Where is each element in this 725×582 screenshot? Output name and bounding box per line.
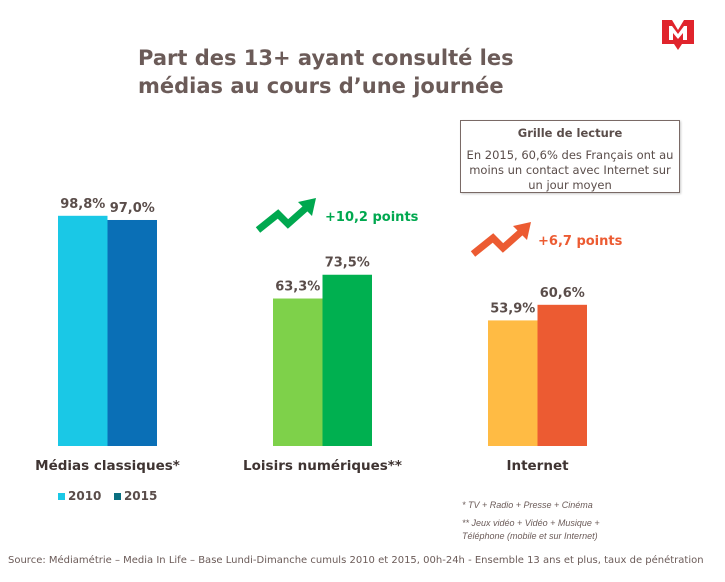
legend-swatch-2015 — [113, 493, 121, 500]
category-label: Internet — [506, 458, 569, 474]
footnote-2a: ** Jeux vidéo + Vidéo + Musique + — [462, 518, 600, 528]
legend-label-2010: 2010 — [68, 489, 102, 503]
category-label: Loisirs numériques** — [243, 458, 402, 474]
bar-2015-0 — [107, 219, 157, 446]
legend-swatch-2010 — [58, 493, 65, 500]
category-label: Médias classiques* — [35, 458, 180, 474]
bar-2015-2 — [537, 304, 587, 446]
reading-guide-heading: Grille de lecture — [517, 126, 623, 140]
data-label: 63,3% — [275, 280, 320, 295]
data-label: 97,0% — [110, 201, 155, 216]
title-line-1: Part des 13+ ayant consulté les — [138, 46, 514, 70]
reading-guide-box: Grille de lecture En 2015, 60,6% des Fra… — [460, 120, 680, 193]
title-line-2: médias au cours d’une journée — [138, 74, 504, 98]
change-annotation: +6,7 points — [538, 234, 623, 249]
source-text: Source: Médiamétrie – Media In Life – Ba… — [8, 555, 704, 566]
data-label: 53,9% — [490, 301, 535, 316]
reading-guide-text: En 2015, 60,6% des Français ont au moins… — [466, 148, 674, 192]
change-annotation: +10,2 points — [325, 210, 419, 225]
chart-title: Part des 13+ ayant consulté les médias au… — [138, 44, 558, 100]
footnote-1: * TV + Radio + Presse + Cinéma — [462, 500, 593, 510]
mediametrie-logo-icon — [662, 20, 694, 50]
bar-2010-1 — [273, 298, 323, 446]
trend-arrow-icon — [470, 222, 531, 257]
bar-2010-0 — [58, 215, 108, 446]
legend: 2010 2015 — [58, 489, 157, 503]
data-label: 73,5% — [325, 256, 370, 271]
legend-label-2015: 2015 — [123, 489, 158, 503]
data-label: 98,8% — [60, 197, 105, 212]
bar-2010-2 — [488, 320, 538, 446]
data-label: 60,6% — [540, 286, 585, 301]
footnote-2b: Téléphone (mobile et sur Internet) — [462, 531, 598, 541]
trend-arrow-icon — [255, 198, 316, 233]
footnotes: * TV + Radio + Presse + Cinéma ** Jeux v… — [462, 499, 600, 543]
bar-2015-1 — [322, 274, 372, 446]
